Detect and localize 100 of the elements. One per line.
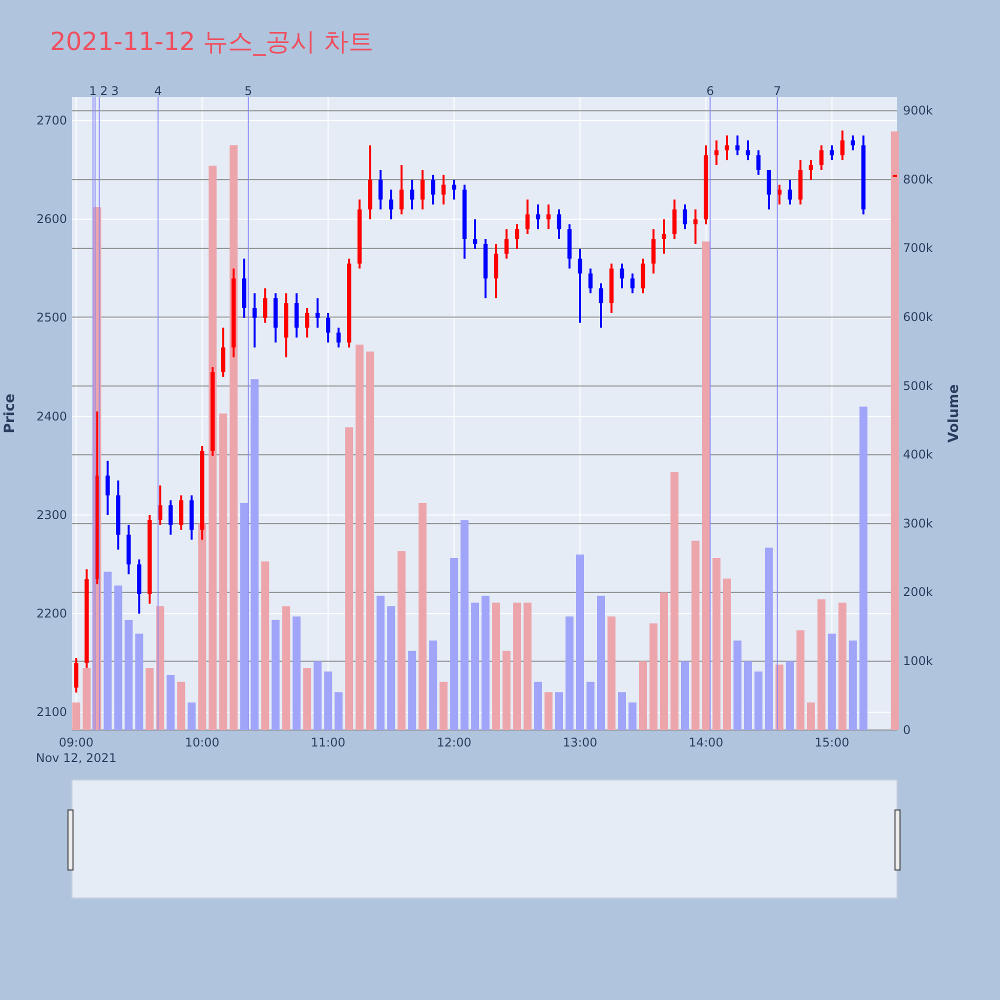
bar — [398, 551, 406, 730]
candlestick — [158, 484, 162, 526]
x-tick-label: 10:00 — [184, 736, 220, 750]
candlestick — [819, 144, 824, 171]
bar — [450, 558, 458, 730]
x-tick-label: 11:00 — [310, 736, 346, 750]
bar — [166, 674, 175, 730]
candlestick — [388, 188, 394, 220]
bar — [534, 682, 542, 730]
y2-tick-label: 300k — [903, 516, 933, 530]
bar — [334, 692, 343, 730]
candlestick — [525, 198, 530, 236]
y2-axis-title: Volume — [946, 384, 962, 443]
x-tick-label: 15:00 — [814, 736, 850, 750]
candlestick — [746, 139, 750, 162]
bar — [408, 650, 416, 730]
bar — [586, 682, 594, 730]
bar — [230, 145, 238, 730]
bar — [376, 596, 385, 730]
ref-line-label: 6 — [706, 84, 714, 98]
bar — [576, 554, 584, 730]
y2-tick-label: 700k — [903, 241, 933, 256]
bar — [817, 599, 826, 730]
candlestick — [556, 208, 562, 240]
bar — [628, 702, 636, 730]
y-tick-label: 2100 — [36, 705, 67, 720]
bar — [240, 502, 248, 730]
bar — [890, 131, 899, 730]
candlestick — [714, 139, 719, 166]
candlestick — [620, 262, 624, 290]
bar — [660, 592, 668, 730]
bar — [135, 634, 144, 730]
x-tick-label: 14:00 — [688, 736, 724, 750]
y-tick-label: 2300 — [36, 508, 67, 522]
bar — [566, 616, 574, 730]
y2-tick-label: 200k — [903, 585, 933, 600]
candlestick — [546, 203, 551, 230]
candlestick — [378, 168, 383, 210]
bar — [786, 661, 794, 730]
candlestick — [441, 174, 446, 206]
ref-line-label: 2 — [100, 84, 108, 98]
y2-tick-label: 0 — [903, 722, 911, 737]
y2-tick-label: 800k — [903, 172, 933, 186]
bar — [124, 620, 133, 730]
bar — [544, 692, 553, 730]
y2-tick-label: 500k — [903, 378, 933, 393]
candlestick — [326, 312, 330, 344]
bar — [806, 702, 815, 730]
candlestick — [410, 178, 414, 210]
bar — [471, 602, 480, 730]
y2-tick-label: 100k — [903, 654, 933, 668]
bar — [345, 427, 354, 730]
candlestick — [316, 297, 320, 329]
bar — [282, 606, 290, 730]
candlestick — [399, 164, 404, 216]
candlestick — [472, 218, 478, 250]
bar — [324, 672, 332, 730]
bar — [859, 406, 868, 730]
bar — [838, 602, 846, 730]
candlestick — [588, 268, 593, 294]
y-tick-label: 2600 — [36, 212, 67, 226]
y2-tick-label: 900k — [903, 104, 933, 118]
y2-tick-label: 400k — [903, 448, 933, 462]
bar — [524, 602, 532, 730]
candlestick — [504, 228, 509, 260]
chart-title: 2021-11-12 뉴스_공시 차트 — [50, 27, 374, 56]
ref-line-label: 4 — [154, 84, 162, 98]
bar — [208, 166, 217, 730]
candlestick — [336, 326, 341, 348]
bar — [670, 472, 678, 730]
bar — [303, 668, 312, 730]
candlestick — [682, 203, 688, 230]
y-tick-label: 2700 — [36, 114, 67, 128]
bar — [387, 606, 396, 730]
bar — [72, 702, 80, 730]
bar — [513, 602, 522, 730]
candlestick — [850, 134, 856, 152]
candlestick — [263, 287, 268, 324]
bar — [712, 558, 720, 730]
bar — [597, 596, 605, 730]
candlestick — [808, 159, 814, 181]
y-tick-label: 2400 — [36, 409, 67, 424]
candlestick — [756, 149, 761, 176]
bar — [177, 682, 186, 730]
x-tick-label: 09:00 — [58, 736, 94, 750]
candlestick — [168, 499, 173, 536]
candlestick — [840, 130, 845, 162]
ref-line-label: 5 — [244, 84, 252, 98]
bar — [848, 640, 857, 730]
bar — [650, 623, 658, 730]
bar — [440, 682, 448, 730]
ref-line-label: 3 — [111, 84, 119, 98]
candlestick — [788, 178, 792, 206]
candlestick — [430, 174, 436, 206]
bar — [314, 661, 322, 730]
bar — [733, 640, 742, 730]
y-axis-title: Price — [2, 394, 18, 434]
bar — [502, 650, 511, 730]
bar — [639, 661, 647, 730]
bar — [356, 344, 364, 730]
